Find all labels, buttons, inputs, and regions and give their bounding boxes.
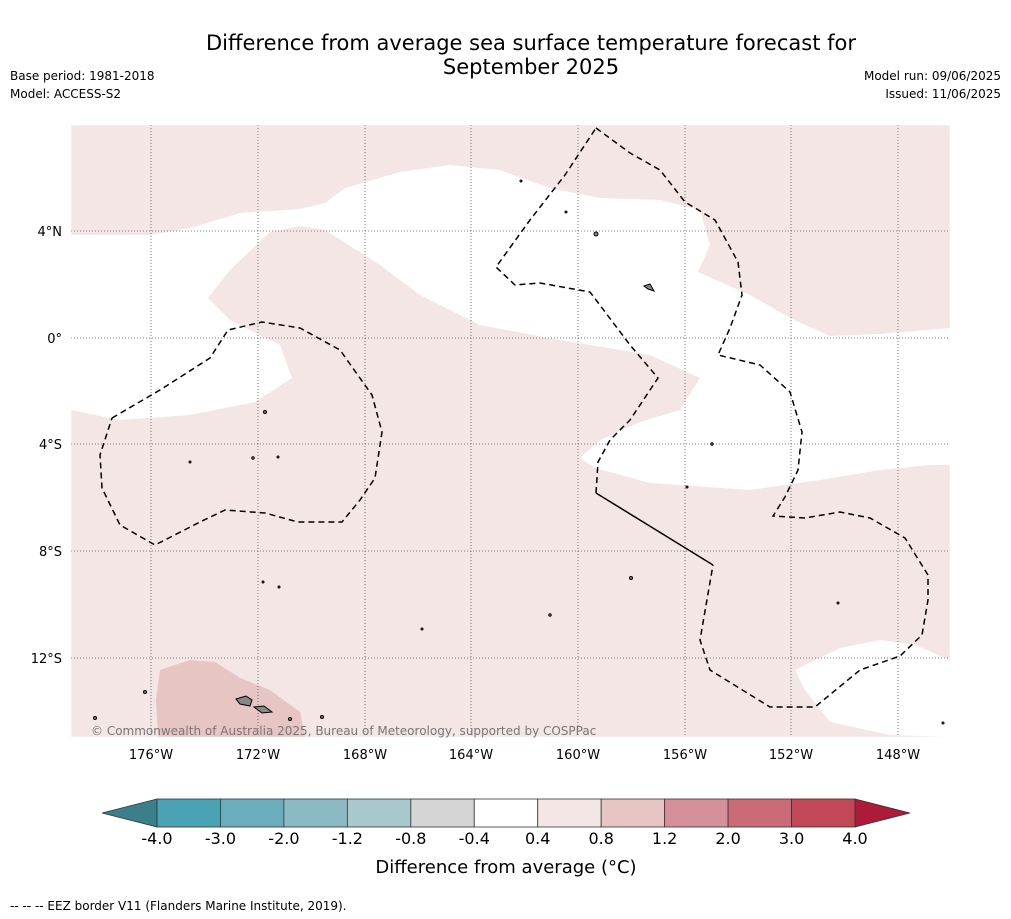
colorbar-tick-label: 4.0 [842, 829, 867, 848]
colorbar-cell [156, 798, 221, 828]
colorbar-tick-label: 3.0 [779, 829, 804, 848]
neutral-region [71, 165, 950, 490]
colorbar: -4.0 -3.0 -2.0 -1.2 -0.8 -0.4 0.4 0.8 1.2 2.0 3.0 4… [101, 798, 911, 848]
colorbar-over-arrow [854, 798, 911, 828]
island-wallis [143, 690, 147, 694]
islands [93, 179, 945, 725]
colorbar-under-arrow [101, 798, 158, 828]
colorbar-cell [283, 798, 348, 828]
colorbar-tick-label: -2.0 [268, 829, 299, 848]
island-small-7 [519, 179, 523, 183]
island-small-9 [685, 485, 689, 489]
eez-footnote: -- -- -- EEZ border V11 (Flanders Marine… [10, 899, 347, 913]
island-tutuila [288, 717, 292, 721]
base-period: Base period: 1981-2018 [10, 69, 155, 83]
colorbar-cell [600, 798, 666, 828]
colorbar-tick-label: 0.8 [588, 829, 613, 848]
colorbar-cell [727, 798, 792, 828]
model-run: Model run: 09/06/2025 [863, 69, 1001, 83]
lon-label-152w: 152°W [769, 748, 813, 763]
model-name: Model: ACCESS-S2 [10, 87, 122, 101]
island-atafu [263, 410, 267, 414]
island-savaii [235, 695, 253, 707]
neutral-region-southeast [795, 640, 950, 737]
longitude-labels: 176°W 172°W 168°W 164°W 160°W 156°W 152°… [129, 748, 920, 763]
colorbar-tick-label: 0.4 [525, 829, 550, 848]
colorbar-tick-label: -3.0 [205, 829, 236, 848]
colorbar-tick-label: -0.4 [459, 829, 490, 848]
lon-label-176w: 176°W [129, 748, 173, 763]
eez-borders [99, 127, 929, 708]
lon-label-156w: 156°W [663, 748, 707, 763]
island-tabuaeran [593, 231, 599, 237]
colorbar-cell [220, 798, 285, 828]
graticule [71, 125, 950, 737]
colorbar-tick-label: 1.2 [652, 829, 677, 848]
colorbar-tick-label: 2.0 [715, 829, 740, 848]
island-small-3 [261, 580, 265, 584]
lat-label-4n: 4°N [38, 225, 63, 240]
warm-anomaly-patch [156, 660, 305, 737]
eez-phoenix-line [495, 127, 659, 494]
island-nukunonu [251, 456, 255, 460]
metadata-right: Model run: 09/06/2025 Issued: 11/06/2025 [864, 67, 1001, 103]
eez-solid-segment [595, 492, 714, 566]
map-frame [70, 124, 951, 738]
lon-label-148w: 148°W [876, 748, 920, 763]
lon-label-164w: 164°W [449, 748, 493, 763]
lon-label-172w: 172°W [236, 748, 280, 763]
island-small-5 [420, 627, 424, 631]
colorbar-cell [791, 798, 856, 828]
colorbar-tick-label: -1.2 [332, 829, 363, 848]
colorbar-tick-label: -0.8 [395, 829, 426, 848]
island-upolu [252, 705, 274, 714]
island-manua [320, 715, 324, 719]
lat-label-12s: 12°S [31, 652, 62, 667]
colorbar-tick-label: -4.0 [141, 829, 172, 848]
lat-label-8s: 8°S [39, 545, 62, 560]
eez-tokelau [99, 321, 383, 546]
island-malden [629, 576, 633, 580]
issued-date: Issued: 11/06/2025 [885, 87, 1001, 101]
island-small-4 [277, 585, 281, 589]
colorbar-label: Difference from average (°C) [375, 857, 636, 878]
colorbar-cell [346, 798, 412, 828]
island-small-10 [941, 721, 945, 725]
island-starbuck [548, 613, 552, 617]
lat-label-4s: 4°S [39, 438, 62, 453]
colorbar-cell [664, 798, 729, 828]
island-futuna [93, 716, 97, 720]
island-small-2 [276, 455, 280, 459]
island-kiritimati [642, 283, 656, 292]
island-jarvis [710, 442, 714, 446]
title-line-2: September 2025 [442, 55, 620, 79]
island-small-1 [188, 460, 192, 464]
island-small-6 [836, 601, 840, 605]
lat-label-0: 0° [47, 332, 62, 347]
colorbar-cell [537, 798, 602, 828]
lon-label-160w: 160°W [556, 748, 600, 763]
lon-label-168w: 168°W [343, 748, 387, 763]
map-title: Difference from average sea surface temp… [150, 31, 912, 79]
title-line-1: Difference from average sea surface temp… [206, 31, 856, 55]
colorbar-cell [473, 798, 539, 828]
colorbar-cell [410, 798, 475, 828]
copyright-text: © Commonwealth of Australia 2025, Bureau… [91, 724, 596, 738]
metadata-left: Base period: 1981-2018 Model: ACCESS-S2 [10, 67, 155, 103]
island-small-8 [564, 210, 568, 214]
eez-line-islands [595, 127, 929, 708]
latitude-labels: 4°N 0° 4°S 8°S 12°S [31, 225, 62, 667]
